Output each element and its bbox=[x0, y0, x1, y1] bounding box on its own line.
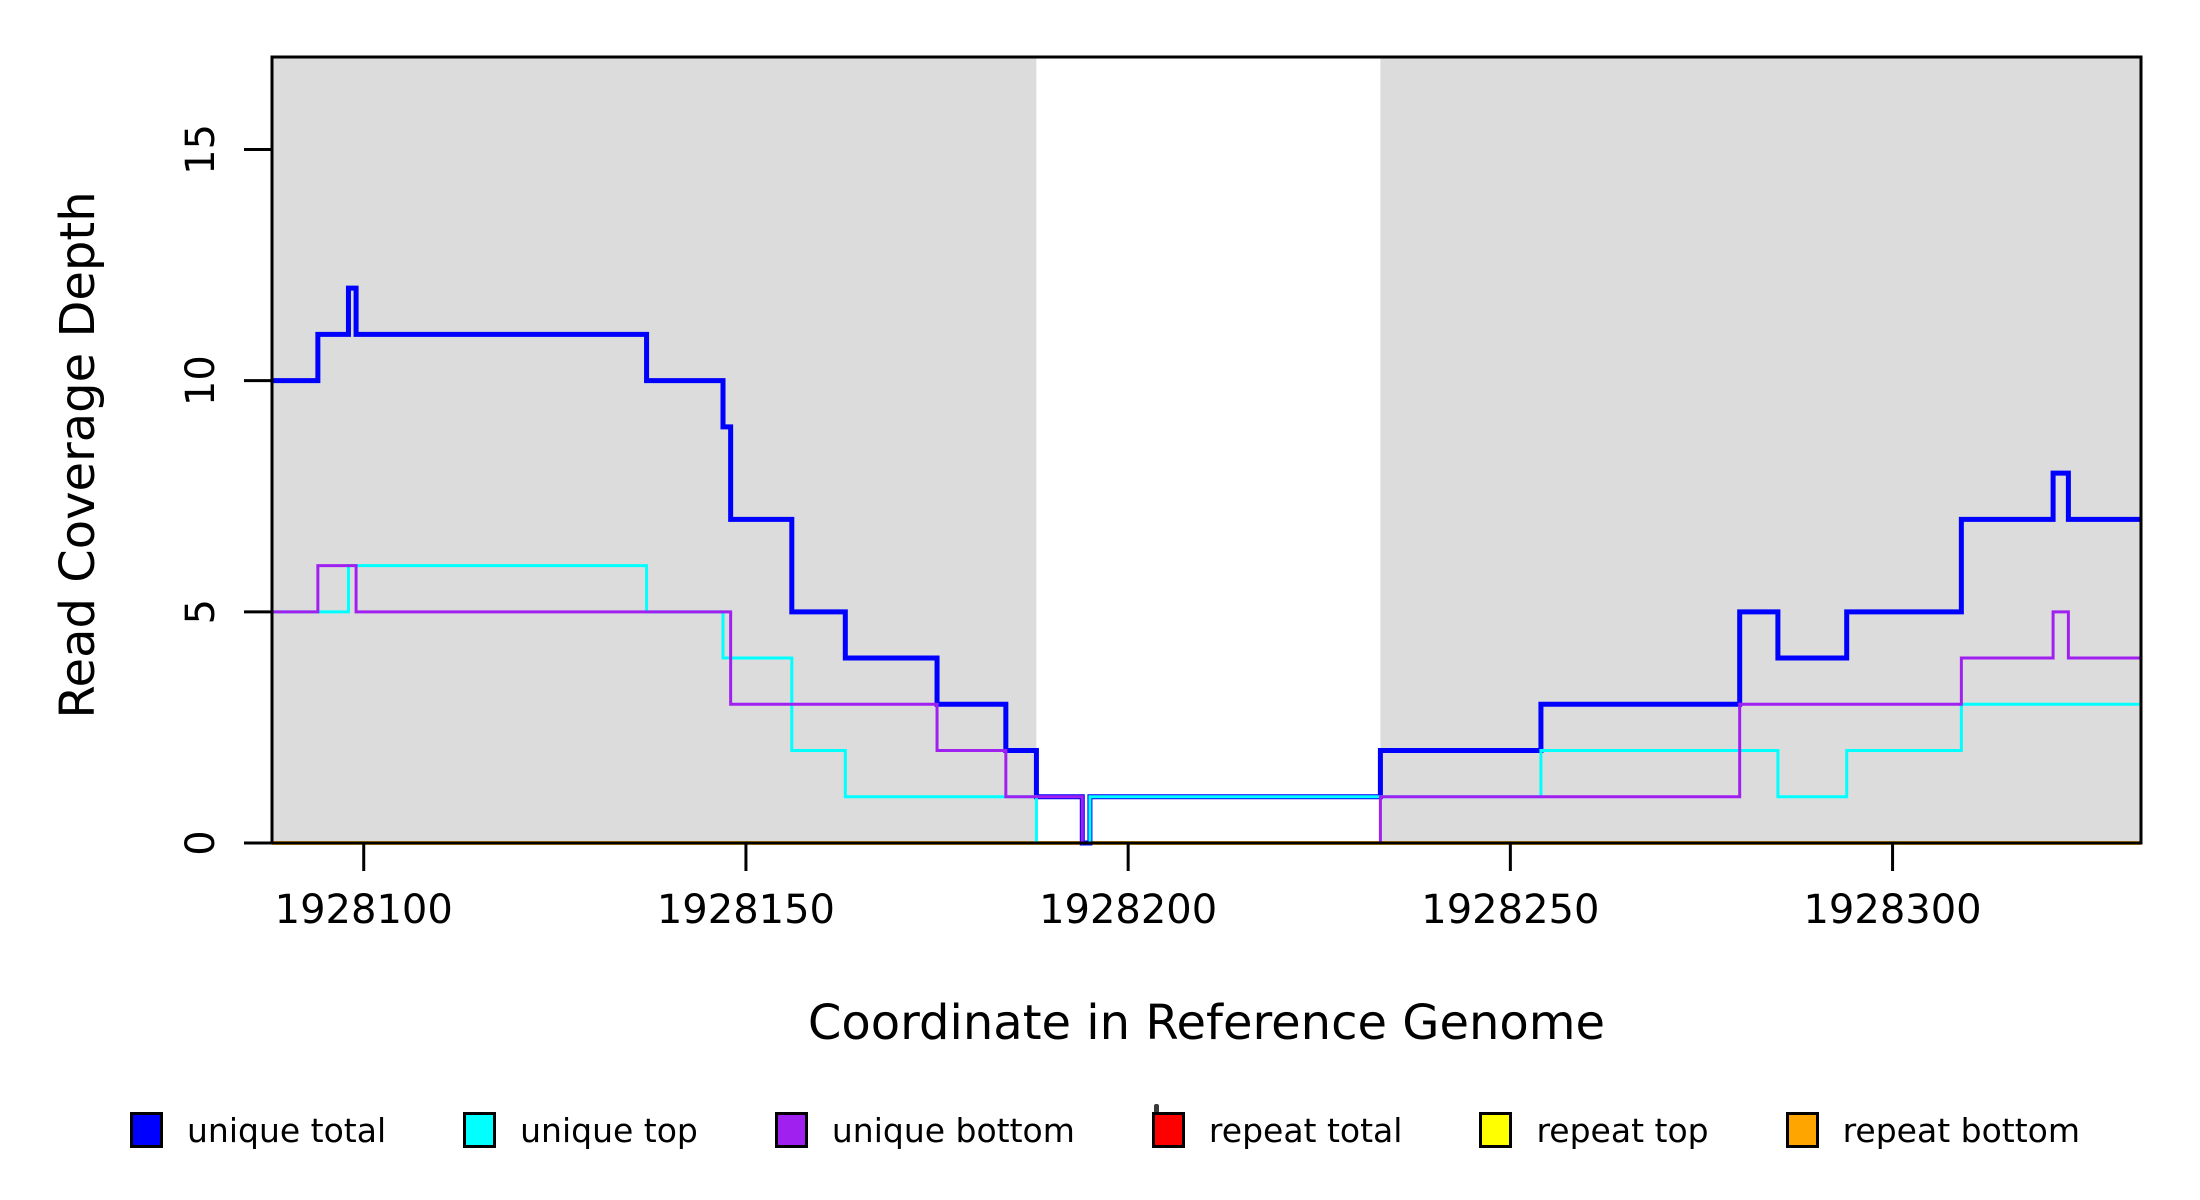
legend-label: repeat bottom bbox=[1842, 1110, 2080, 1150]
legend-item: repeat bottom bbox=[1785, 1110, 2080, 1150]
series-unique-bottom-line bbox=[272, 564, 2141, 845]
series-unique-top-line bbox=[272, 564, 2141, 845]
x-axis-title: Coordinate in Reference Genome bbox=[807, 995, 1606, 1051]
y-tick-label: 10 bbox=[178, 355, 224, 406]
y-tick-label: 15 bbox=[178, 124, 224, 175]
plot-border bbox=[270, 55, 2143, 845]
legend-swatch bbox=[1151, 1112, 1185, 1148]
legend-swatch bbox=[1479, 1112, 1513, 1148]
series-unique-total-line bbox=[272, 285, 2141, 846]
y-tick-label: 5 bbox=[178, 599, 224, 624]
legend-item: unique bottom bbox=[774, 1110, 1075, 1150]
y-tick-label: 0 bbox=[178, 830, 224, 855]
legend-item: unique total bbox=[130, 1111, 386, 1150]
legend-label: repeat top bbox=[1536, 1110, 1709, 1150]
legend-swatch bbox=[774, 1112, 808, 1148]
legend-label: unique bottom bbox=[831, 1110, 1075, 1150]
x-tick-label: 1928200 bbox=[1039, 887, 1217, 933]
legend-label: repeat total bbox=[1208, 1110, 1403, 1150]
coverage-plot: 1928100 1928150 1928200 1928250 1928300 0 5 10 1… bbox=[178, 55, 2143, 933]
legend-item: unique top bbox=[463, 1111, 698, 1150]
legend-swatch bbox=[1785, 1112, 1819, 1148]
legend-swatch bbox=[130, 1112, 163, 1148]
x-tick-label: 1928150 bbox=[657, 887, 835, 933]
x-tick-label: 1928300 bbox=[1803, 887, 1981, 933]
legend-label: unique total bbox=[187, 1110, 387, 1150]
x-tick-label: 1928250 bbox=[1421, 887, 1599, 933]
x-tick-label: 1928100 bbox=[275, 887, 453, 933]
legend-label: unique top bbox=[520, 1110, 698, 1150]
y-axis-title: Read Coverage Depth bbox=[50, 191, 106, 719]
legend-item: repeat top bbox=[1479, 1110, 1709, 1150]
stray-mark bbox=[1154, 1104, 1159, 1114]
legend-item: repeat total bbox=[1151, 1110, 1403, 1150]
region-covered-left bbox=[272, 57, 1037, 843]
legend-swatch bbox=[463, 1112, 497, 1148]
legend: unique total unique top unique bottom repea… bbox=[130, 1103, 2080, 1157]
region-covered-right bbox=[1380, 57, 2141, 843]
region-uncovered-gap bbox=[1036, 57, 1381, 843]
